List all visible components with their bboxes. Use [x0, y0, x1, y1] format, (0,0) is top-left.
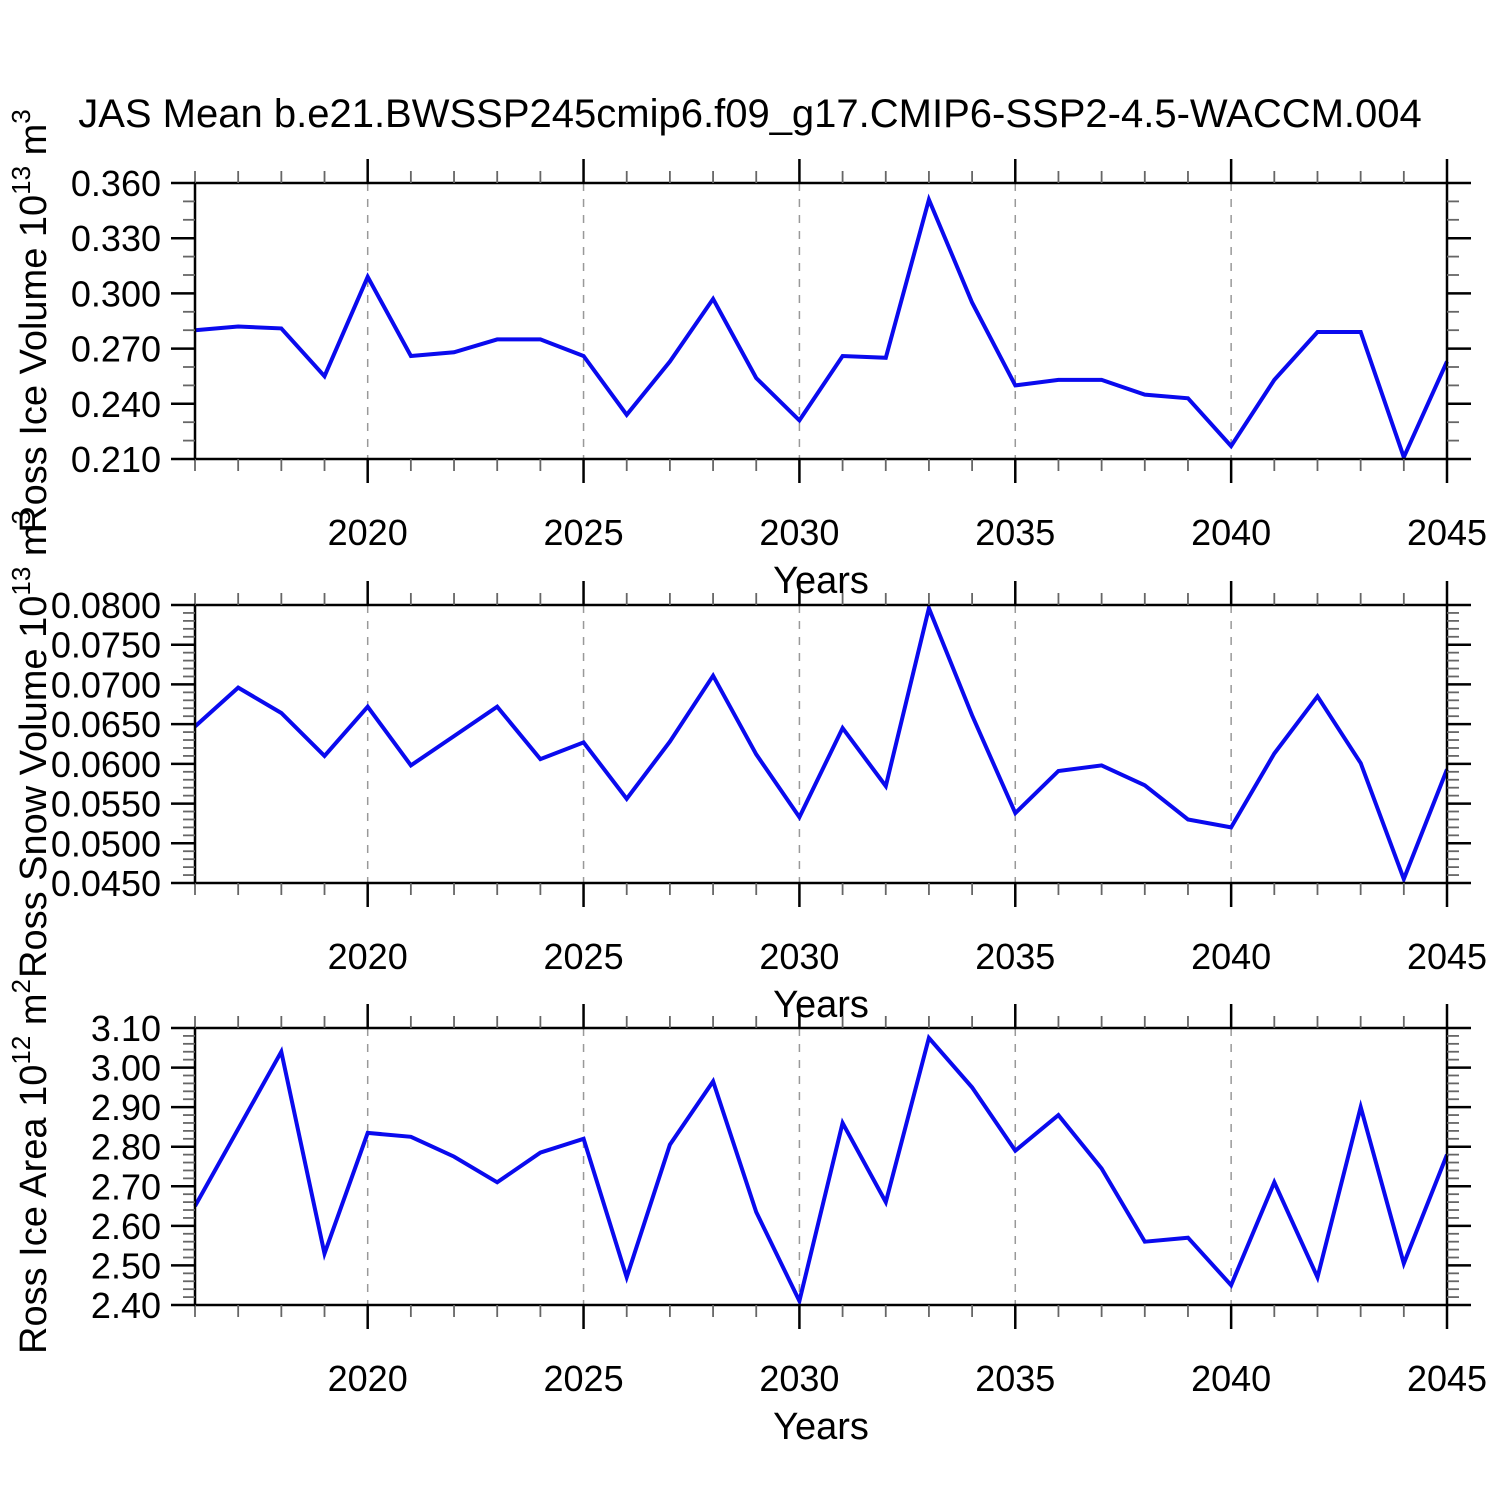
ross-ice-volume-line	[194, 193, 1449, 463]
x-ticks	[194, 159, 1449, 483]
y-axis-title: Ross Ice Volume 1013 m3	[6, 109, 55, 533]
x-tick-label: 2025	[544, 1358, 624, 1399]
ross-ice-area-line	[193, 1033, 1449, 1307]
x-tick-label: 2030	[759, 512, 839, 553]
x-tick-label: 2025	[544, 512, 624, 553]
x-tick-label: 2020	[328, 1358, 408, 1399]
y-tick-label: 0.300	[71, 273, 161, 314]
y-tick-label: 3.10	[91, 1008, 161, 1049]
x-ticks	[194, 581, 1449, 907]
panel-ross-snow-volume: 0.08000.07500.07000.06500.06000.05500.05…	[6, 510, 1487, 1026]
y-tick-label: 3.00	[91, 1048, 161, 1089]
y-tick-label: 0.0500	[51, 823, 161, 864]
ross-snow-volume-line	[193, 601, 1449, 885]
y-tick-label: 0.0700	[51, 664, 161, 705]
x-axis-title: Years	[773, 560, 869, 602]
x-tick-label: 2045	[1407, 1358, 1487, 1399]
x-axis-title: Years	[773, 1406, 869, 1448]
y-tick-label: 2.90	[91, 1087, 161, 1128]
x-tick-label: 2030	[759, 1358, 839, 1399]
y-tick-label: 0.0650	[51, 704, 161, 745]
y-tick-label: 0.0550	[51, 784, 161, 825]
y-tick-label: 0.0750	[51, 625, 161, 666]
y-tick-label: 0.240	[71, 384, 161, 425]
x-ticks	[194, 1004, 1449, 1329]
y-tick-label: 0.330	[71, 218, 161, 259]
x-tick-label: 2035	[975, 1358, 1055, 1399]
y-tick-label: 0.210	[71, 439, 161, 480]
y-tick-label: 0.0800	[51, 585, 161, 626]
chart-title: JAS Mean b.e21.BWSSP245cmip6.f09_g17.CMI…	[78, 92, 1422, 136]
x-tick-label: 2030	[759, 936, 839, 977]
x-tick-label: 2020	[328, 936, 408, 977]
y-tick-label: 2.50	[91, 1245, 161, 1286]
x-tick-label: 2040	[1191, 1358, 1271, 1399]
y-ticks	[171, 181, 1471, 461]
y-tick-label: 2.40	[91, 1285, 161, 1326]
y-tick-label: 0.0450	[51, 863, 161, 904]
x-axis-title: Years	[773, 984, 869, 1026]
x-tick-label: 2035	[975, 512, 1055, 553]
y-tick-label: 2.60	[91, 1206, 161, 1247]
x-tick-label: 2045	[1407, 936, 1487, 977]
y-axis-title: Ross Ice Area 1012 m2	[6, 979, 55, 1354]
plot-frame	[193, 181, 1449, 461]
x-tick-label: 2040	[1191, 512, 1271, 553]
x-tick-label: 2040	[1191, 936, 1271, 977]
plot-frame	[193, 603, 1449, 885]
x-tick-label: 2020	[328, 512, 408, 553]
y-tick-label: 2.80	[91, 1127, 161, 1168]
y-axis-title: Ross Snow Volume 1013 m3	[6, 510, 55, 978]
y-ticks	[171, 603, 1471, 885]
x-tick-label: 2045	[1407, 512, 1487, 553]
x-tick-label: 2035	[975, 936, 1055, 977]
x-tick-label: 2025	[544, 936, 624, 977]
plot-frame	[193, 1026, 1449, 1307]
y-ticks	[171, 1026, 1471, 1307]
y-tick-label: 0.0600	[51, 744, 161, 785]
y-tick-label: 2.70	[91, 1166, 161, 1207]
y-tick-label: 0.360	[71, 163, 161, 204]
panel-ross-ice-volume: 0.360 0.330 0.300 0.270 0.240 0.210 2020 2025 20…	[6, 109, 1487, 602]
panel-ross-ice-area: 3.103.002.902.802.702.602.502.40 2020 2025…	[6, 979, 1487, 1448]
y-tick-label: 0.270	[71, 329, 161, 370]
